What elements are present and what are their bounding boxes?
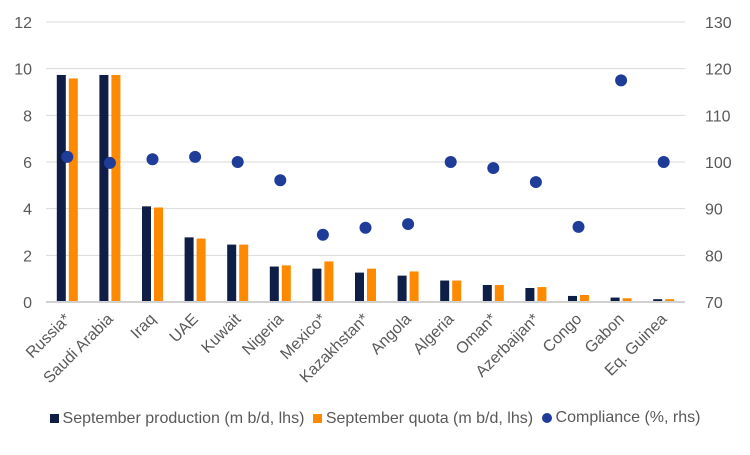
bar-quota	[452, 280, 462, 302]
legend-label-production: September production (m b/d, lhs)	[62, 409, 305, 427]
left-tick-label: 0	[23, 295, 32, 312]
right-tick-label: 130	[705, 15, 732, 32]
bar-quota	[367, 268, 376, 302]
bar-production	[142, 206, 151, 302]
right-axis: 70 80 90 100 110 120 130	[705, 15, 732, 312]
left-axis: 0 2 4 6 8 10 12	[14, 15, 32, 312]
bar-production	[610, 297, 620, 302]
bar-quota	[239, 244, 249, 302]
bar-quota	[154, 207, 163, 302]
compliance-dot	[316, 228, 329, 241]
legend-item-compliance: Compliance (%, rhs)	[541, 409, 701, 427]
gridlines	[46, 21, 685, 256]
right-tick-label: 90	[705, 202, 723, 219]
right-tick-label: 120	[705, 62, 732, 79]
compliance-dot	[61, 150, 74, 163]
bar-production	[482, 284, 492, 302]
bar-production	[440, 280, 450, 302]
bar-quota	[111, 74, 121, 302]
left-tick-label: 4	[23, 202, 32, 219]
compliance-dot	[487, 162, 500, 175]
right-tick-label: 110	[705, 108, 731, 125]
bar-production	[269, 266, 279, 302]
left-tick-label: 8	[23, 108, 32, 125]
bar-production	[525, 288, 535, 302]
bar-quota	[494, 284, 504, 302]
legend: September production (m b/d, lhs) Septem…	[0, 409, 750, 428]
left-tick-label: 2	[23, 248, 32, 265]
legend-label-compliance: Compliance (%, rhs)	[555, 409, 701, 426]
bar-production	[184, 237, 194, 302]
bar-production	[227, 244, 237, 302]
x-tick-label: Kuwait	[199, 310, 245, 356]
x-tick-label: Iraq	[128, 311, 160, 343]
bar-quota	[409, 271, 419, 302]
bar-quota	[68, 78, 78, 302]
legend-swatch-quota	[312, 414, 322, 423]
bar-quota	[665, 299, 675, 302]
bar-production	[355, 272, 364, 302]
compliance-dot	[402, 218, 415, 231]
x-tick-label: Algeria	[410, 311, 457, 358]
x-tick-label: Congo	[540, 311, 585, 356]
bar-quota	[537, 287, 547, 302]
compliance-points	[61, 74, 670, 241]
right-tick-label: 80	[705, 248, 723, 265]
bar-quota	[324, 261, 334, 302]
bar-production	[568, 295, 577, 302]
legend-swatch-compliance	[541, 413, 552, 423]
left-tick-label: 6	[23, 155, 32, 172]
compliance-dot	[572, 220, 585, 233]
compliance-dot	[189, 150, 202, 163]
compliance-dot	[231, 156, 244, 168]
bar-quota	[622, 298, 632, 302]
compliance-dot	[615, 74, 628, 87]
x-axis-labels: Russia*Saudi Arabia Iraq UAEKuwaitNigeriaM…	[23, 310, 670, 387]
bar-production	[56, 74, 66, 302]
right-tick-label: 70	[705, 295, 723, 312]
compliance-dot	[657, 156, 670, 168]
bar-production	[99, 74, 109, 302]
bar-production	[653, 299, 663, 302]
bar-production	[312, 268, 322, 302]
bar-production	[397, 275, 407, 302]
bar-quota	[196, 238, 206, 302]
compliance-dot	[274, 174, 287, 187]
bar-quota	[281, 265, 291, 302]
x-tick-label: Angola	[368, 311, 415, 358]
compliance-dot	[444, 156, 457, 168]
compliance-dot	[359, 221, 372, 234]
left-tick-label: 10	[14, 62, 32, 79]
compliance-dot	[103, 156, 116, 169]
compliance-dot	[529, 176, 542, 189]
legend-swatch-production	[49, 414, 59, 423]
x-tick-label: UAE	[167, 311, 202, 346]
legend-item-quota: September quota (m b/d, lhs)	[312, 409, 534, 428]
legend-label-quota: September quota (m b/d, lhs)	[325, 409, 534, 427]
left-tick-label: 12	[14, 15, 32, 32]
bars	[56, 74, 675, 302]
legend-item-production: September production (m b/d, lhs)	[49, 409, 305, 428]
compliance-dot	[146, 153, 159, 166]
bar-quota	[580, 295, 589, 302]
right-tick-label: 100	[705, 155, 732, 172]
